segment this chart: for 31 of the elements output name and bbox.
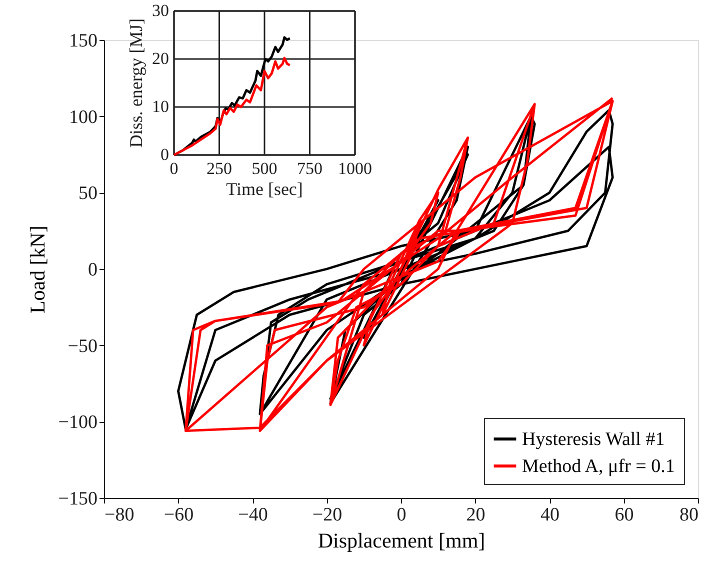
legend-label: Method A, μfr = 0.1 [522,456,675,477]
y-tick-label: 0 [160,145,169,164]
y-tick-label: −50 [68,336,98,357]
legend-label: Hysteresis Wall #1 [522,429,665,450]
x-tick-label: 1000 [338,159,372,178]
x-tick-label: 60 [614,504,634,526]
x-tick-label: −80 [104,504,134,526]
x-tick-label: 20 [466,504,486,526]
x-tick-label: 250 [206,159,232,178]
line-series [172,56,292,156]
y-tick-label: 10 [152,97,169,116]
x-tick-label: 750 [297,159,322,178]
y-tick-label: 150 [69,30,98,52]
y-tick-label: −150 [58,488,98,510]
y-tick-label: 0 [88,260,98,280]
y-tick-label: 20 [152,49,169,68]
x-tick-label: 80 [680,504,698,526]
y-tick-label: 50 [78,183,98,204]
y-tick-label: −100 [58,412,98,434]
x-axis-title: Displacement [mm] [318,528,486,552]
x-tick-label: 500 [252,159,278,178]
x-tick-label: −60 [164,504,194,526]
x-axis-title: Time [sec] [226,179,303,199]
y-tick-label: 100 [69,106,98,128]
y-tick-label: 30 [152,1,169,20]
x-tick-label: −40 [238,504,268,526]
x-tick-label: 40 [540,504,560,526]
x-tick-label: −20 [312,504,342,526]
x-tick-label: 0 [396,504,406,526]
y-axis-title: Diss. energy [MJ] [126,18,146,148]
y-axis-title: Load [kN] [25,225,50,314]
